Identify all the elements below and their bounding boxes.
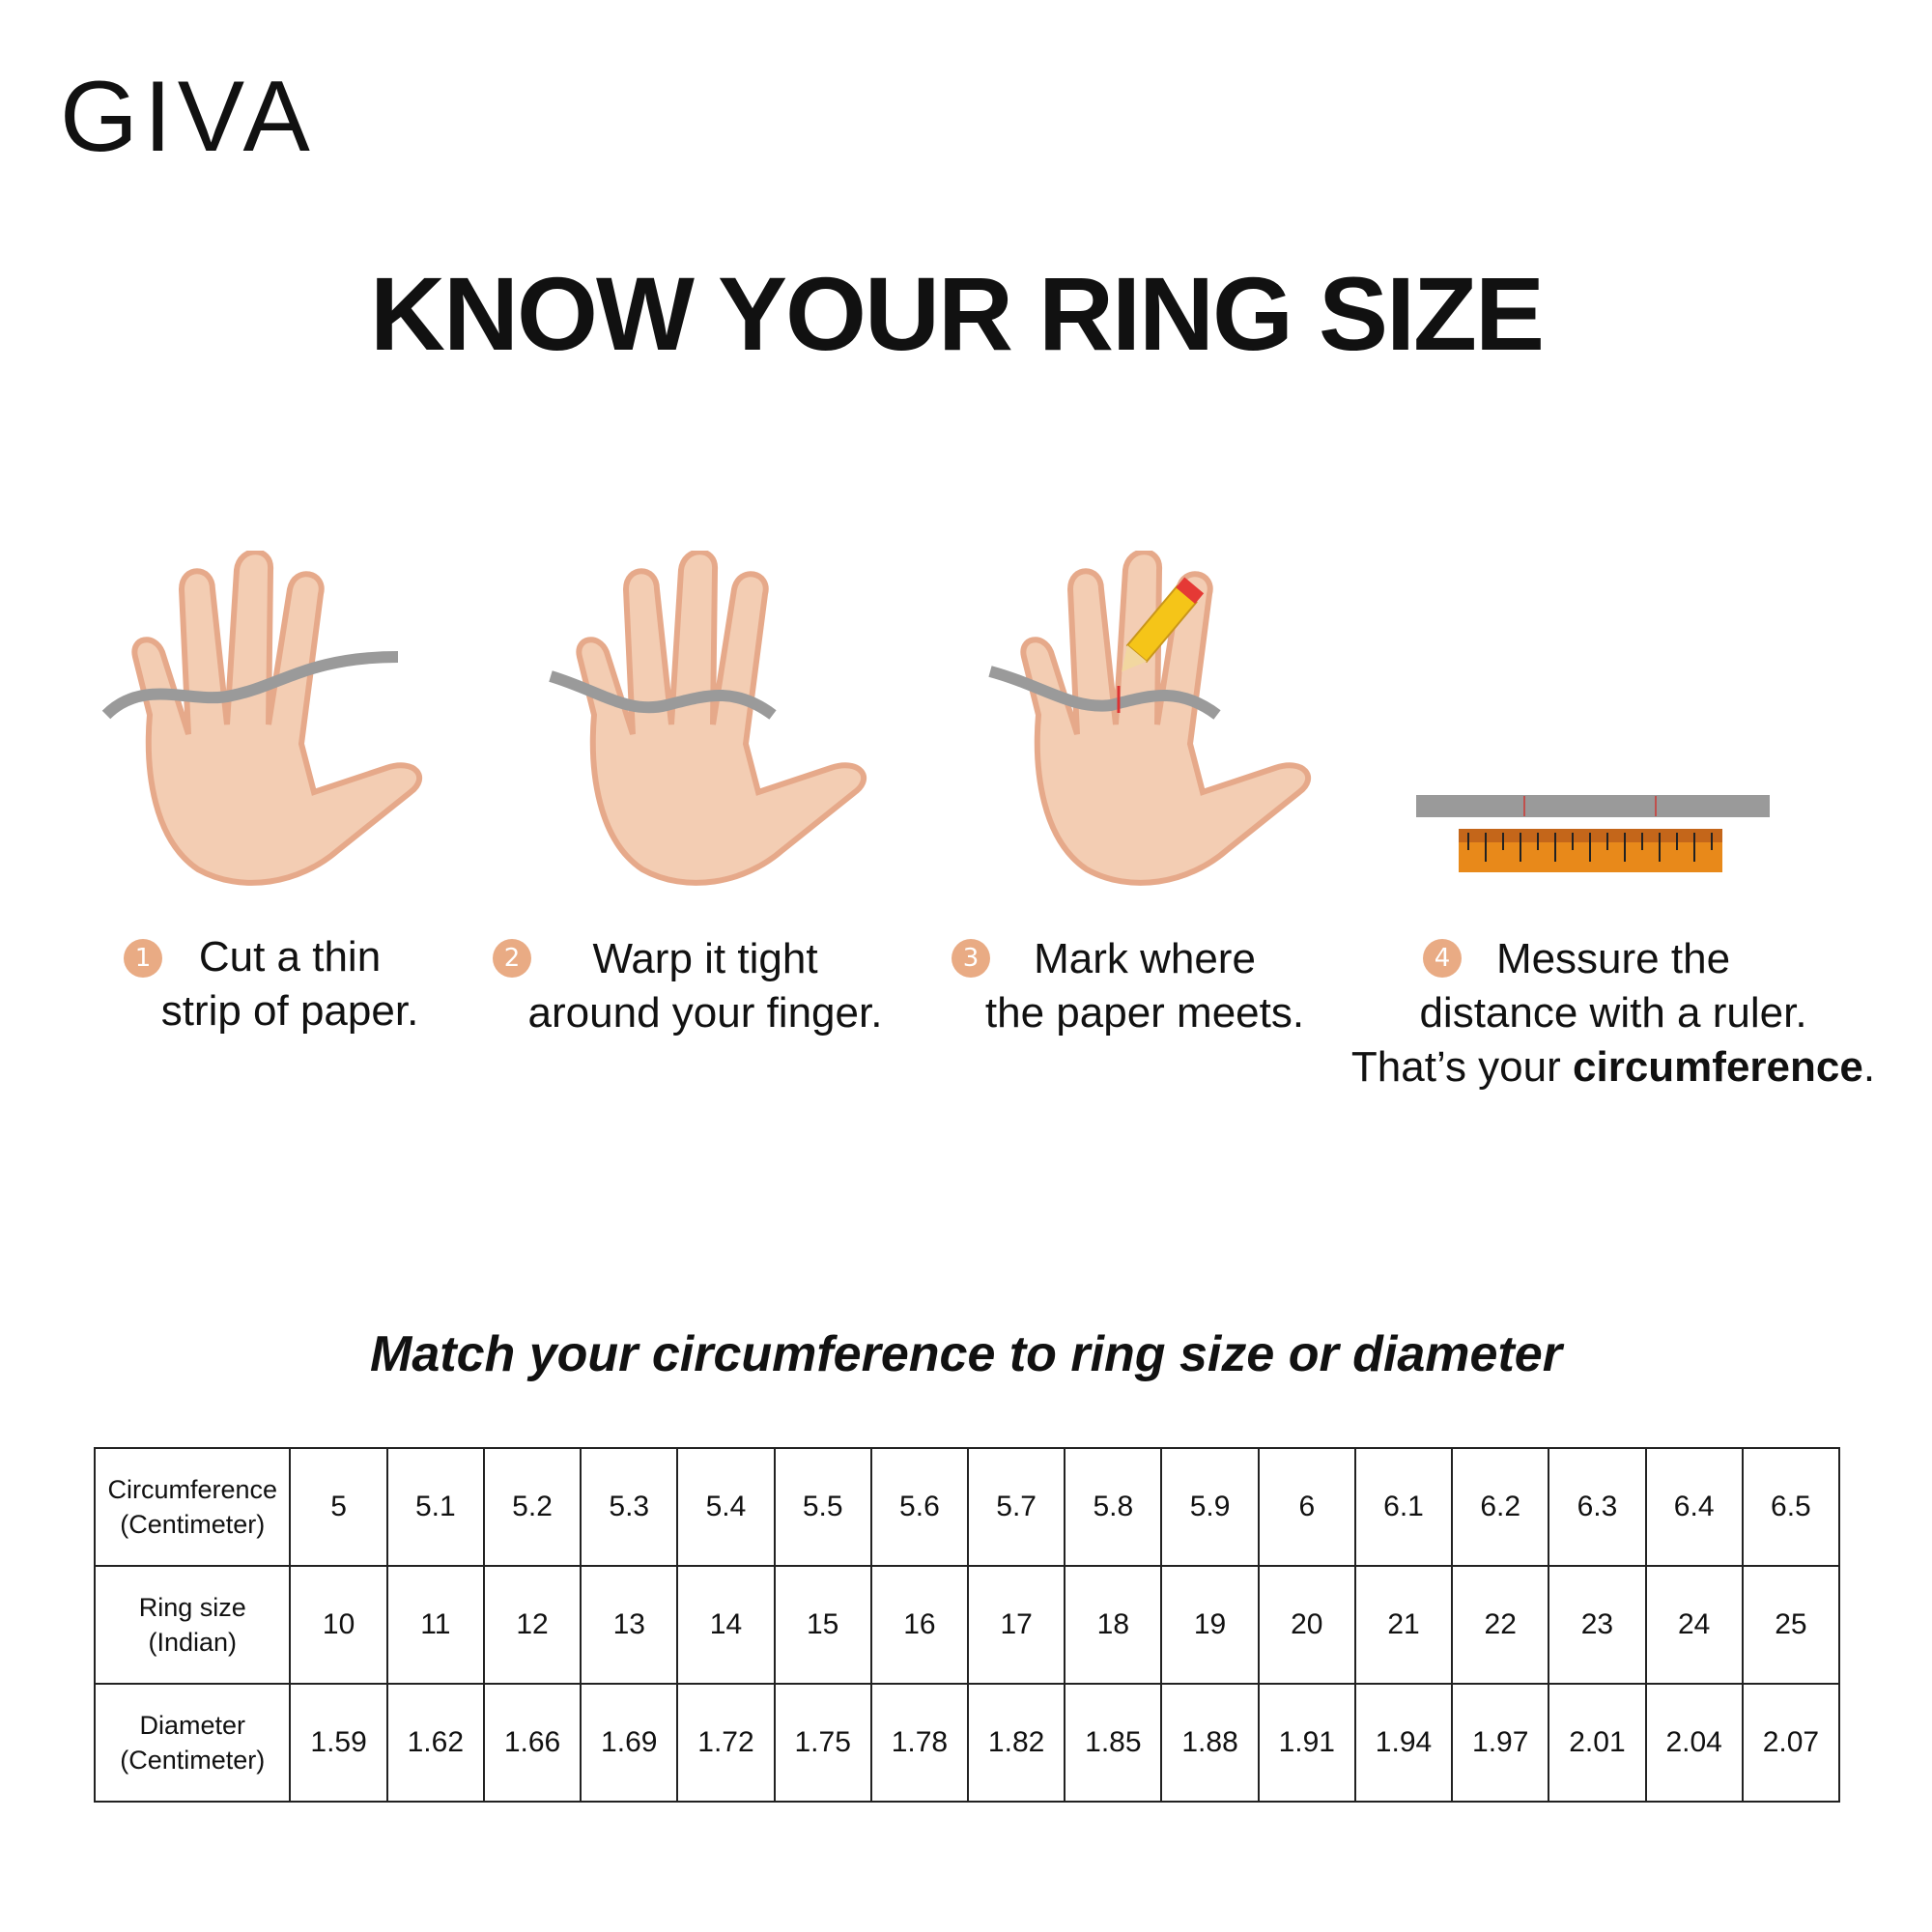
step-2-line2: around your finger. — [527, 989, 883, 1037]
table-cell: 5.4 — [676, 1447, 776, 1567]
step-4-number-badge: 4 — [1423, 939, 1462, 978]
table-cell: 1.72 — [676, 1683, 776, 1803]
row-header-line: Ring size — [138, 1593, 246, 1622]
step-4-line3: That’s your circumference. — [1343, 1040, 1884, 1094]
hand-mark-pencil-illustration — [988, 551, 1312, 886]
step-2-caption: Warp it tight around your finger. — [512, 932, 898, 1040]
table-cell: 2.07 — [1741, 1683, 1841, 1803]
table-cell: 5.8 — [1064, 1447, 1163, 1567]
table-cell: 1.75 — [773, 1683, 872, 1803]
table-cell: 2.01 — [1548, 1683, 1647, 1803]
table-cell: 23 — [1548, 1565, 1647, 1685]
table-cell: 5.9 — [1160, 1447, 1260, 1567]
table-cell: 1.88 — [1160, 1683, 1260, 1803]
step-2-number-badge: 2 — [493, 939, 531, 978]
table-cell: 1.69 — [580, 1683, 679, 1803]
table-cell: 25 — [1741, 1565, 1841, 1685]
table-cell: 5.2 — [482, 1447, 582, 1567]
page-title: KNOW YOUR RING SIZE — [369, 255, 1545, 372]
step-3-caption: Mark where the paper meets. — [966, 932, 1323, 1040]
giva-logo: GIVA — [60, 61, 316, 173]
table-cell: 5 — [289, 1447, 388, 1567]
table-cell: 5.3 — [580, 1447, 679, 1567]
table-cell: 19 — [1160, 1565, 1260, 1685]
table-cell: 5.6 — [869, 1447, 970, 1567]
step-4-caption: Messure the distance with a ruler. That’… — [1343, 932, 1884, 1094]
table-cell: 12 — [482, 1565, 582, 1685]
table-cell: 5.1 — [385, 1447, 485, 1567]
table-cell: 10 — [289, 1565, 388, 1685]
table-cell: 21 — [1353, 1565, 1454, 1685]
row-header-line: (Centimeter) — [120, 1746, 266, 1775]
table-cell: 15 — [773, 1565, 872, 1685]
table-cell: 1.59 — [289, 1683, 388, 1803]
table-cell: 24 — [1644, 1565, 1744, 1685]
step-2-line1: Warp it tight — [592, 935, 818, 982]
table-cell: 6.5 — [1741, 1447, 1841, 1567]
step-4-line1: Messure the — [1495, 935, 1731, 982]
step-4-line3-bold: circumference — [1573, 1043, 1863, 1091]
step-1-caption: Cut a thin strip of paper. — [145, 930, 435, 1038]
step-4-line3-prefix: That’s your — [1350, 1043, 1573, 1091]
table-cell: 1.78 — [869, 1683, 970, 1803]
table-cell: 1.91 — [1257, 1683, 1356, 1803]
step-3-line2: the paper meets. — [984, 989, 1305, 1037]
row-header-line: Diameter — [139, 1711, 245, 1740]
row-header: Circumference (Centimeter) — [93, 1447, 292, 1567]
step-3-line1: Mark where — [1034, 935, 1256, 982]
table-cell: 6.1 — [1353, 1447, 1454, 1567]
table-cell: 11 — [385, 1565, 485, 1685]
table-row-diameter: Diameter (Centimeter) 1.59 1.62 1.66 1.69 1.72… — [93, 1683, 1841, 1803]
table-cell: 6 — [1257, 1447, 1356, 1567]
table-cell: 14 — [676, 1565, 776, 1685]
hand-wrap-finger-illustration — [549, 551, 867, 886]
step-4-line3-suffix: . — [1862, 1043, 1876, 1091]
table-cell: 20 — [1257, 1565, 1356, 1685]
table-cell: 6.3 — [1548, 1447, 1647, 1567]
table-subtitle: Match your circumference to ring size or… — [370, 1326, 1562, 1382]
table-cell: 16 — [869, 1565, 970, 1685]
row-header-line: (Indian) — [148, 1628, 238, 1657]
table-cell: 22 — [1451, 1565, 1550, 1685]
row-header: Diameter (Centimeter) — [93, 1683, 292, 1803]
table-cell: 5.5 — [773, 1447, 872, 1567]
row-header-line: Circumference — [107, 1475, 278, 1504]
step-4-line2: distance with a ruler. — [1419, 989, 1807, 1037]
table-cell: 5.7 — [967, 1447, 1066, 1567]
table-cell: 1.66 — [482, 1683, 582, 1803]
row-header: Ring size (Indian) — [93, 1565, 292, 1685]
step-1-number-badge: 1 — [124, 939, 162, 978]
table-cell: 1.97 — [1451, 1683, 1550, 1803]
table-row-circumference: Circumference (Centimeter) 5 5.1 5.2 5.3 5.4 5.… — [93, 1447, 1841, 1567]
table-cell: 1.94 — [1353, 1683, 1454, 1803]
table-cell: 17 — [967, 1565, 1066, 1685]
table-cell: 2.04 — [1644, 1683, 1744, 1803]
ruler-measure-illustration — [1416, 795, 1770, 872]
table-cell: 13 — [580, 1565, 679, 1685]
table-cell: 6.4 — [1644, 1447, 1744, 1567]
table-cell: 1.82 — [967, 1683, 1066, 1803]
step-3-number-badge: 3 — [952, 939, 990, 978]
step-1-line2: strip of paper. — [160, 987, 419, 1035]
table-cell: 6.2 — [1451, 1447, 1550, 1567]
table-row-ring-size: Ring size (Indian) 10 11 12 13 14 15 16 17 18 19 20 2… — [93, 1565, 1841, 1685]
table-cell: 1.85 — [1064, 1683, 1163, 1803]
table-cell: 18 — [1064, 1565, 1163, 1685]
table-cell: 1.62 — [385, 1683, 485, 1803]
ring-size-table: Circumference (Centimeter) 5 5.1 5.2 5.3 5.4 5.… — [93, 1447, 1841, 1803]
hand-paper-strip-illustration — [101, 551, 423, 886]
step-1-line1: Cut a thin — [198, 933, 382, 980]
row-header-line: (Centimeter) — [120, 1510, 266, 1539]
